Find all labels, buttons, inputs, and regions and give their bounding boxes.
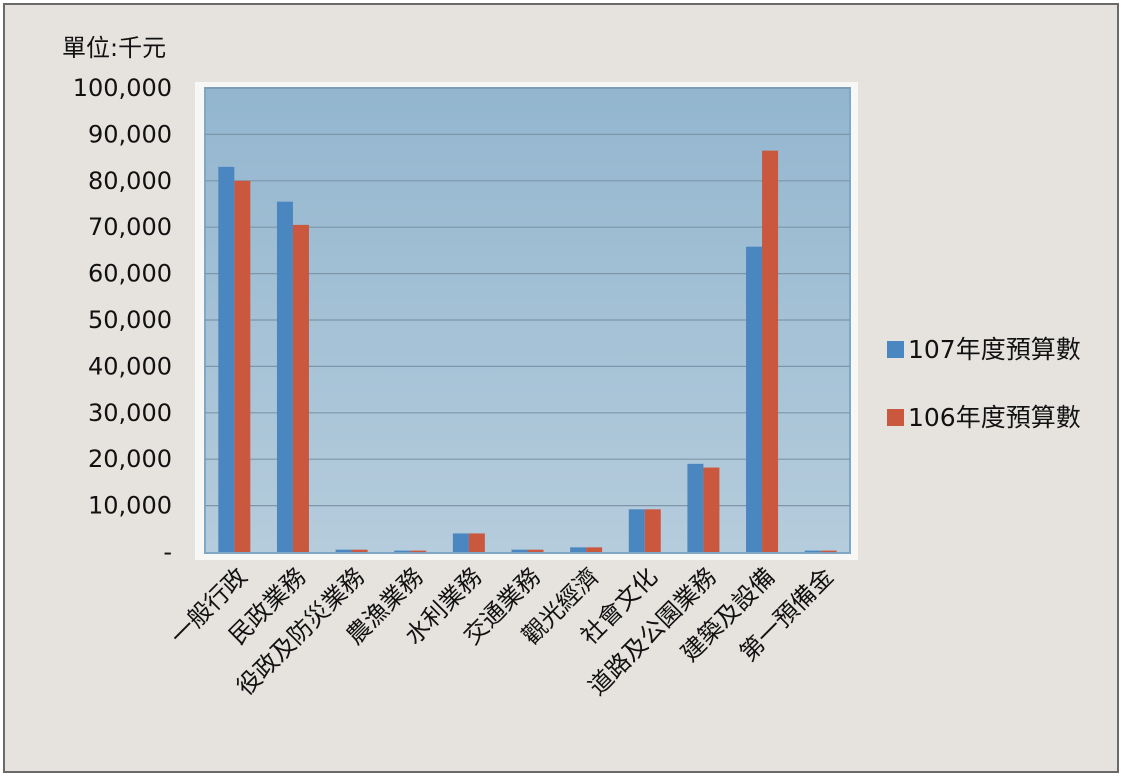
y-tick-label: 30,000 <box>88 399 172 427</box>
legend-swatch <box>887 341 904 358</box>
bar-series2 <box>351 549 368 552</box>
bar-series2 <box>234 180 251 553</box>
legend-label: 107年度預算數 <box>908 335 1081 364</box>
bar-series1 <box>335 549 352 552</box>
bar-series1 <box>218 166 235 552</box>
y-tick-label: 20,000 <box>88 445 172 473</box>
bar-series1 <box>687 463 704 552</box>
bar-series2 <box>820 550 837 553</box>
y-tick-label: 10,000 <box>88 492 172 520</box>
unit-label: 單位:千元 <box>62 34 166 62</box>
bar-series1 <box>570 547 587 552</box>
y-tick-label: - <box>163 538 172 566</box>
bar-series2 <box>410 550 427 553</box>
bar-series2 <box>468 533 485 552</box>
legend-swatch <box>887 409 904 426</box>
bar-series2 <box>292 224 309 552</box>
bar-series1 <box>394 550 411 553</box>
bar-series1 <box>452 533 469 552</box>
y-tick-label: 70,000 <box>88 213 172 241</box>
y-tick-label: 80,000 <box>88 167 172 195</box>
bar-series2 <box>586 547 603 552</box>
bar-series2 <box>703 467 720 552</box>
y-tick-label: 50,000 <box>88 306 172 334</box>
bar-series1 <box>746 246 763 553</box>
bar-series2 <box>644 509 661 552</box>
bar-series2 <box>762 150 779 552</box>
bar-series1 <box>804 550 821 553</box>
bar-series1 <box>276 201 293 552</box>
y-tick-label: 40,000 <box>88 352 172 380</box>
bar-series1 <box>628 509 645 552</box>
y-tick-label: 100,000 <box>73 74 172 102</box>
legend: 107年度預算數 106年度預算數 <box>887 335 1081 432</box>
y-axis-ticks: 100,000 90,000 80,000 70,000 60,000 50,000 40,… <box>73 74 172 566</box>
gridlines <box>205 87 850 507</box>
bar-series1 <box>511 549 528 552</box>
bars-group <box>218 150 837 553</box>
y-tick-label: 90,000 <box>88 120 172 148</box>
x-axis-ticks: 一般行政民政業務役政及防災業務農漁業務水利業務交通業務觀光經濟社會文化道路及公園… <box>165 562 839 701</box>
bar-series2 <box>527 549 544 552</box>
legend-label: 106年度預算數 <box>908 403 1081 432</box>
y-tick-label: 60,000 <box>88 260 172 288</box>
